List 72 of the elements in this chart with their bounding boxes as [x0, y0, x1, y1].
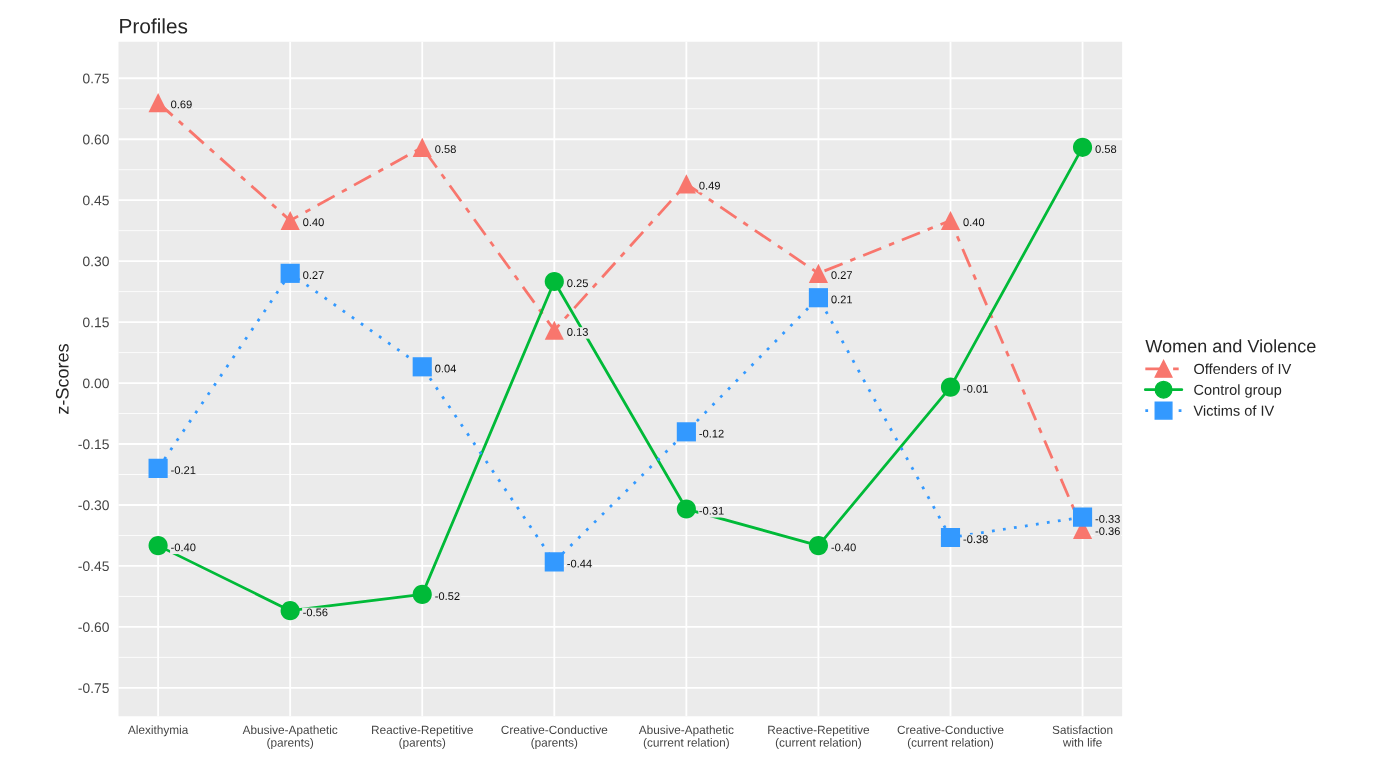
data-label: 0.25: [567, 279, 588, 288]
point: [676, 499, 696, 519]
legend-label: Offenders of IV: [1194, 363, 1292, 375]
data-label: -0.52: [435, 592, 460, 601]
y-tick-label: 0.60: [82, 134, 109, 145]
y-tick-label: 0.75: [82, 73, 109, 84]
data-label: 0.58: [1095, 145, 1117, 154]
point: [940, 377, 961, 397]
data-label: -0.44: [567, 559, 592, 568]
legend-title: Women and Violence: [1145, 339, 1316, 353]
x-tick-label: Reactive-Repetitive (parents): [372, 725, 473, 750]
y-tick-label: 0.15: [82, 317, 109, 328]
point: [808, 288, 828, 308]
point: [148, 536, 168, 556]
data-label: 0.21: [831, 295, 853, 304]
data-label: 0.58: [435, 145, 456, 154]
point: [412, 357, 432, 377]
point: [280, 210, 300, 231]
data-label: -0.31: [699, 506, 724, 515]
y-axis-title: z-Scores: [55, 344, 69, 414]
x-tick-label: Creative-Conductive (current relation): [897, 725, 1004, 750]
x-tick-label: Satisfaction with life: [1052, 725, 1113, 747]
data-label: 0.04: [435, 364, 457, 373]
data-label: 0.40: [963, 218, 985, 227]
data-label: -0.21: [171, 466, 196, 475]
x-tick-label: Reactive-Repetitive (current relation): [768, 725, 870, 750]
data-label: -0.40: [831, 543, 856, 552]
y-tick-label: 0.30: [82, 256, 109, 267]
point: [808, 536, 828, 556]
data-label: -0.36: [1095, 527, 1120, 536]
point: [148, 458, 168, 478]
chart-title: Profiles: [120, 18, 188, 34]
y-tick-label: -0.45: [78, 561, 109, 572]
x-tick-label: Creative-Conductive (parents): [501, 725, 608, 750]
point: [148, 93, 168, 113]
y-tick-label: 0.00: [82, 378, 109, 389]
point: [544, 271, 564, 292]
point: [808, 263, 828, 283]
point: [940, 210, 961, 231]
point: [412, 584, 432, 604]
y-tick-label: -0.15: [78, 439, 109, 450]
point: [676, 422, 696, 442]
point: [280, 263, 300, 283]
y-tick-label: -0.75: [78, 683, 109, 694]
x-tick-label: Alexithymia: [127, 725, 189, 737]
data-label: -0.40: [171, 543, 196, 552]
point: [280, 601, 300, 621]
data-label: 0.40: [303, 218, 324, 227]
data-label: 0.69: [171, 100, 192, 109]
data-label: 0.49: [699, 181, 720, 190]
data-label: 0.13: [567, 328, 588, 336]
data-label: -0.12: [699, 429, 724, 438]
x-tick-label: Abusive-Apathetic (current relation): [638, 725, 734, 750]
legend-label: Control group: [1194, 384, 1282, 398]
x-tick-label: Abusive-Apathetic (parents): [242, 725, 338, 750]
data-label: -0.01: [963, 384, 988, 393]
point: [940, 527, 961, 548]
y-tick-label: -0.30: [78, 500, 109, 511]
point: [676, 174, 696, 194]
point: [412, 137, 432, 157]
data-label: -0.38: [963, 535, 988, 544]
legend-label: Victims of IV: [1193, 405, 1275, 416]
y-tick-label: 0.45: [82, 195, 109, 206]
y-tick-label: -0.60: [78, 622, 109, 633]
point: [544, 552, 564, 572]
data-label: 0.27: [831, 271, 852, 279]
point: [1072, 507, 1093, 527]
data-label: -0.33: [1095, 514, 1120, 523]
data-label: -0.56: [303, 608, 328, 617]
point: [544, 320, 564, 340]
point: [1072, 137, 1093, 157]
data-label: 0.27: [303, 271, 324, 279]
